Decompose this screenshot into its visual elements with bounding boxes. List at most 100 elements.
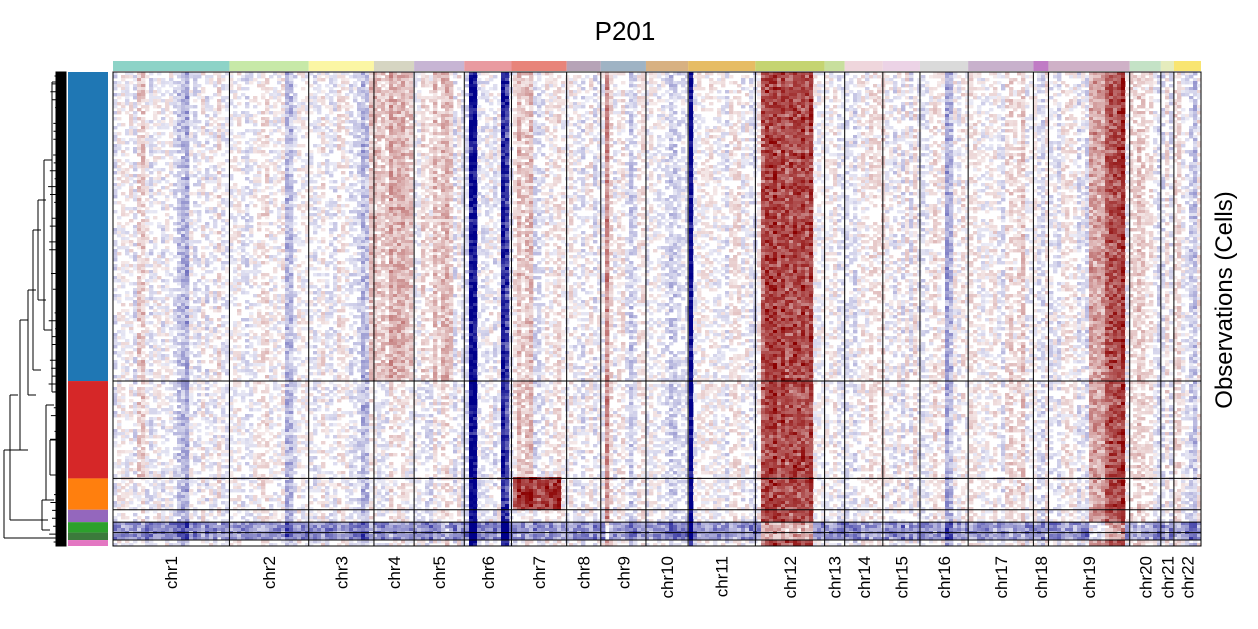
heatmap-cell [233, 96, 238, 100]
heatmap-cell [1133, 75, 1138, 79]
heatmap-cell [285, 102, 290, 106]
heatmap-cell [1037, 90, 1042, 94]
heatmap-cell [285, 150, 290, 154]
heatmap-cell [965, 123, 970, 127]
heatmap-cell [669, 81, 674, 85]
heatmap-cell [1165, 144, 1170, 148]
heatmap-cell [157, 132, 162, 136]
heatmap-cell [1193, 90, 1198, 94]
heatmap-cell [1197, 84, 1202, 88]
heatmap-cell [301, 123, 306, 127]
heatmap-cell [869, 129, 874, 133]
heatmap-cell [277, 78, 282, 82]
heatmap-cell [1141, 132, 1146, 136]
heatmap-cell [709, 147, 714, 151]
heatmap-cell [493, 138, 498, 142]
heatmap-cell [597, 81, 602, 85]
heatmap-cell [469, 111, 474, 115]
heatmap-cell [321, 99, 326, 103]
heatmap-cell [917, 129, 922, 133]
heatmap-cell [673, 111, 678, 115]
heatmap-cell [833, 126, 838, 130]
heatmap-cell [137, 72, 142, 76]
heatmap-cell [501, 105, 506, 109]
heatmap-cell [421, 72, 426, 76]
heatmap-cell [933, 102, 938, 106]
heatmap-cell [1161, 84, 1166, 88]
heatmap-cell [469, 93, 474, 97]
heatmap-cell [1137, 135, 1142, 139]
heatmap-cell [1021, 135, 1026, 139]
heatmap-cell [1125, 147, 1130, 151]
heatmap-cell [817, 87, 822, 91]
heatmap-cell [217, 75, 222, 79]
heatmap-cell [445, 90, 450, 94]
heatmap-cell [1193, 81, 1198, 85]
heatmap-cell [873, 84, 878, 88]
heatmap-cell [837, 132, 842, 136]
heatmap-cell [1133, 111, 1138, 115]
heatmap-cell [973, 129, 978, 133]
heatmap-cell [117, 117, 122, 121]
heatmap-cell [829, 120, 834, 124]
heatmap-cell [369, 138, 374, 142]
heatmap-cell [125, 99, 130, 103]
heatmap-cell [841, 147, 846, 151]
heatmap-cell [897, 108, 902, 112]
heatmap-cell [457, 150, 462, 154]
heatmap-cell [1041, 114, 1046, 118]
heatmap-cell [221, 126, 226, 130]
heatmap-cell [1181, 93, 1186, 97]
heatmap-cell [421, 135, 426, 139]
heatmap-cell [1141, 75, 1146, 79]
heatmap-cell [1177, 72, 1182, 76]
heatmap-cell [505, 99, 510, 103]
heatmap-cell [529, 120, 534, 124]
heatmap-cell [409, 114, 414, 118]
heatmap-cell [957, 87, 962, 91]
heatmap-cell [229, 78, 234, 82]
heatmap-cell [953, 153, 958, 157]
heatmap-cell [1141, 102, 1146, 106]
heatmap-cell [425, 126, 430, 130]
heatmap-cell [441, 102, 446, 106]
heatmap-cell [429, 96, 434, 100]
heatmap-cell [173, 126, 178, 130]
heatmap-cell [317, 117, 322, 121]
heatmap-cell [773, 87, 778, 91]
heatmap-cell [613, 75, 618, 79]
heatmap-cell [769, 132, 774, 136]
heatmap-cell [905, 135, 910, 139]
heatmap-cell [173, 132, 178, 136]
heatmap-cell [853, 99, 858, 103]
heatmap-cell [969, 117, 974, 121]
heatmap-cell [133, 84, 138, 88]
heatmap-cell [185, 78, 190, 82]
heatmap-cell [1085, 81, 1090, 85]
heatmap-cell [993, 96, 998, 100]
heatmap-cell [377, 72, 382, 76]
heatmap-cell [1133, 87, 1138, 91]
heatmap-cell [977, 141, 982, 145]
heatmap-cell [937, 120, 942, 124]
heatmap-cell [393, 111, 398, 115]
heatmap-cell [649, 102, 654, 106]
heatmap-cell [773, 135, 778, 139]
heatmap-cell [1049, 144, 1054, 148]
heatmap-cell [1193, 87, 1198, 91]
heatmap-cell [749, 84, 754, 88]
heatmap-cell [909, 102, 914, 106]
heatmap-cell [113, 126, 118, 130]
heatmap-cell [377, 120, 382, 124]
heatmap-cell [905, 90, 910, 94]
heatmap-cell [689, 129, 694, 133]
heatmap-cell [717, 144, 722, 148]
heatmap-cell [149, 90, 154, 94]
heatmap-cell [1129, 102, 1134, 106]
heatmap-cell [145, 108, 150, 112]
heatmap-cell [453, 96, 458, 100]
heatmap-cell [945, 96, 950, 100]
heatmap-cell [397, 126, 402, 130]
heatmap-cell [501, 153, 506, 157]
heatmap-cell [457, 153, 462, 157]
